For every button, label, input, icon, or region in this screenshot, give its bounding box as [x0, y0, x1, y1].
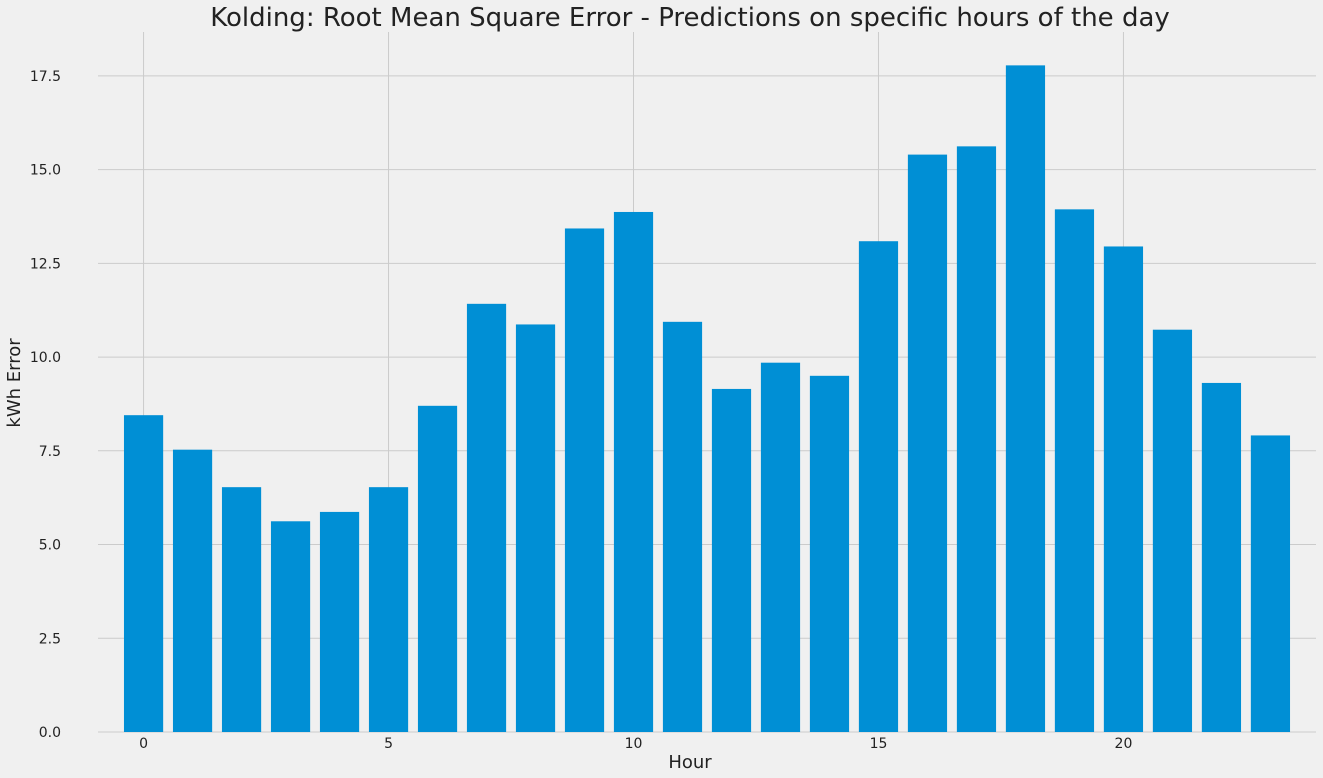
- x-axis-label: Hour: [668, 752, 712, 773]
- y-tick-label: 5.0: [39, 538, 61, 554]
- bar-hour-21: [1152, 329, 1193, 732]
- bar-hour-23: [1250, 435, 1291, 732]
- y-tick-label: 12.5: [30, 256, 61, 272]
- bar-hour-11: [662, 321, 703, 732]
- x-ticks: 0 5 10 15 20: [139, 736, 1132, 752]
- bar-hour-3: [270, 521, 311, 732]
- bar-hour-10: [613, 211, 654, 732]
- bar-hour-20: [1103, 246, 1144, 732]
- bar-hour-7: [466, 303, 507, 732]
- bar-hour-0: [123, 415, 164, 732]
- y-axis-label: kWh Error: [4, 338, 25, 428]
- bar-hour-19: [1054, 209, 1095, 733]
- x-tick-label: 0: [139, 736, 148, 752]
- bar-hour-4: [319, 511, 360, 732]
- bar-hour-18: [1005, 65, 1046, 733]
- bar-hour-9: [564, 228, 605, 733]
- y-tick-label: 17.5: [30, 69, 61, 85]
- bar-hour-1: [172, 449, 213, 732]
- bar-hour-22: [1201, 382, 1242, 732]
- y-tick-label: 2.5: [39, 631, 61, 647]
- bar-hour-12: [711, 388, 752, 732]
- bar-hour-15: [858, 241, 899, 732]
- bars: [123, 65, 1291, 733]
- x-tick-label: 15: [870, 736, 888, 752]
- y-tick-label: 0.0: [39, 725, 61, 741]
- x-tick-label: 5: [384, 736, 393, 752]
- bar-hour-5: [368, 487, 409, 732]
- chart-title: Kolding: Root Mean Square Error - Predic…: [210, 3, 1170, 33]
- bar-hour-2: [221, 487, 262, 732]
- x-tick-label: 10: [625, 736, 643, 752]
- bar-hour-16: [907, 154, 948, 733]
- y-tick-label: 7.5: [39, 444, 61, 460]
- y-tick-label: 15.0: [30, 163, 61, 179]
- bar-hour-8: [515, 324, 556, 732]
- bar-hour-6: [417, 405, 458, 732]
- y-tick-label: 10.0: [30, 350, 61, 366]
- y-ticks: 0.0 2.5 5.0 7.5 10.0 12.5 15.0 17.5: [30, 69, 61, 741]
- bar-hour-17: [956, 146, 997, 732]
- bar-hour-14: [809, 375, 850, 732]
- x-tick-label: 20: [1115, 736, 1133, 752]
- bar-hour-13: [760, 362, 801, 732]
